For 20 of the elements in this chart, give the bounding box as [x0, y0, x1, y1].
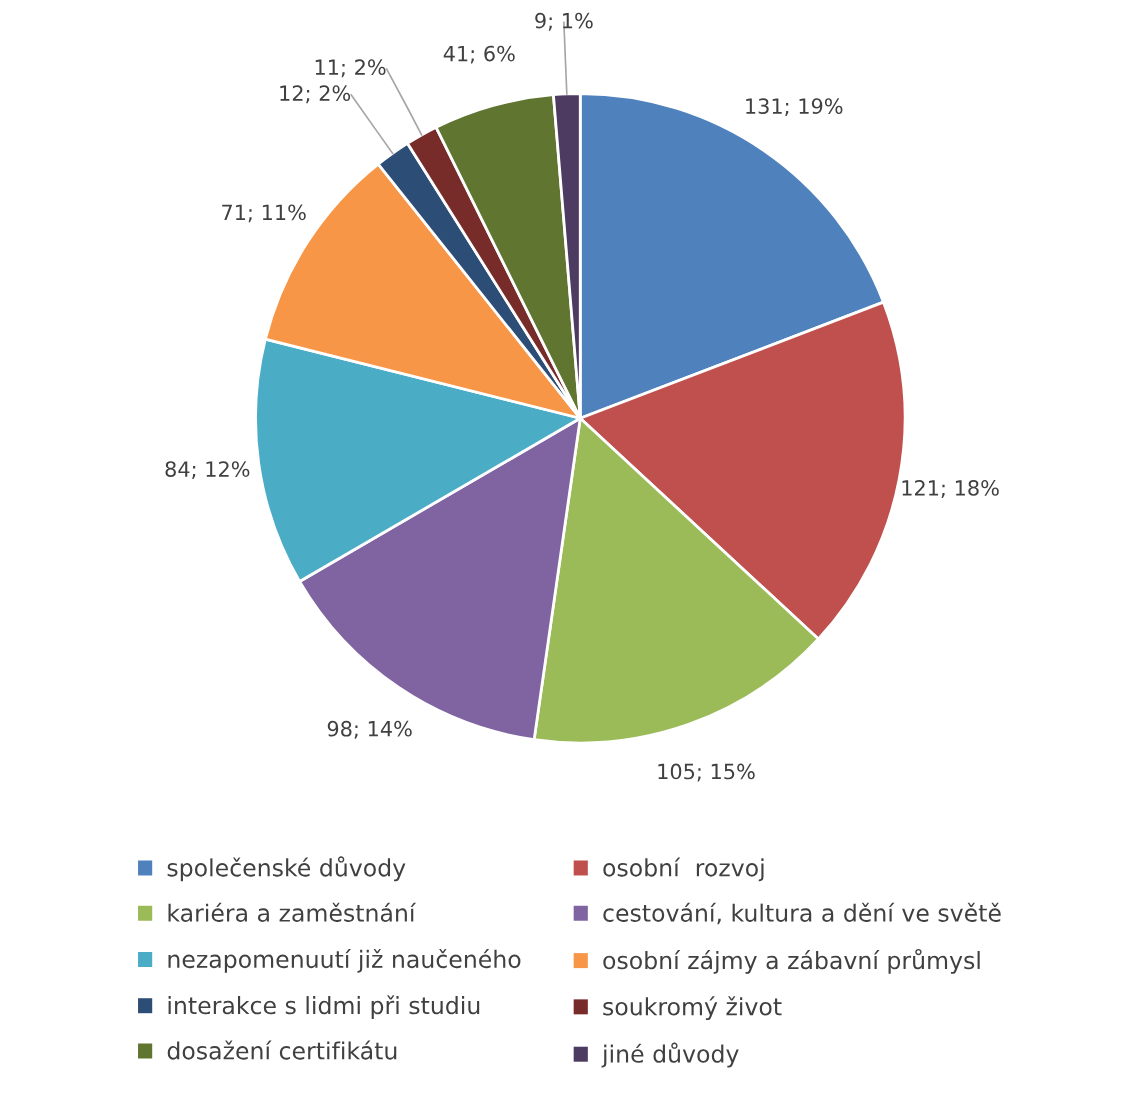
- data-label: 9; 1%: [535, 12, 593, 31]
- data-label: 11; 2%: [315, 59, 386, 78]
- legend-label: kariéra a zaměstnání: [168, 902, 417, 922]
- legend-label: osobní rozvoj: [603, 857, 764, 882]
- data-label: 84; 12%: [165, 461, 250, 480]
- data-label: 12; 2%: [280, 85, 351, 104]
- legend-label: společenské důvody: [167, 856, 406, 882]
- legend-label: osobní zájmy a zábavní průmysl: [603, 948, 980, 974]
- data-label: 71; 11%: [222, 204, 306, 223]
- legend-label: cestování, kultura a dění ve světě: [603, 902, 1001, 925]
- data-label: 131; 19%: [746, 98, 843, 117]
- legend-label: interakce s lidmi při studiu: [168, 995, 480, 1019]
- legend-label: dosažení certifikátu: [167, 1040, 397, 1060]
- data-label: 98; 14%: [327, 720, 412, 739]
- data-label: 105; 15%: [658, 763, 755, 782]
- data-label: 41; 6%: [443, 45, 515, 64]
- legend-label: nezapomenuutí již naučeného: [168, 948, 521, 973]
- legend-label: jiné důvody: [601, 1042, 739, 1068]
- data-label: 121; 18%: [902, 480, 999, 498]
- legend-label: soukromý život: [603, 996, 782, 1021]
